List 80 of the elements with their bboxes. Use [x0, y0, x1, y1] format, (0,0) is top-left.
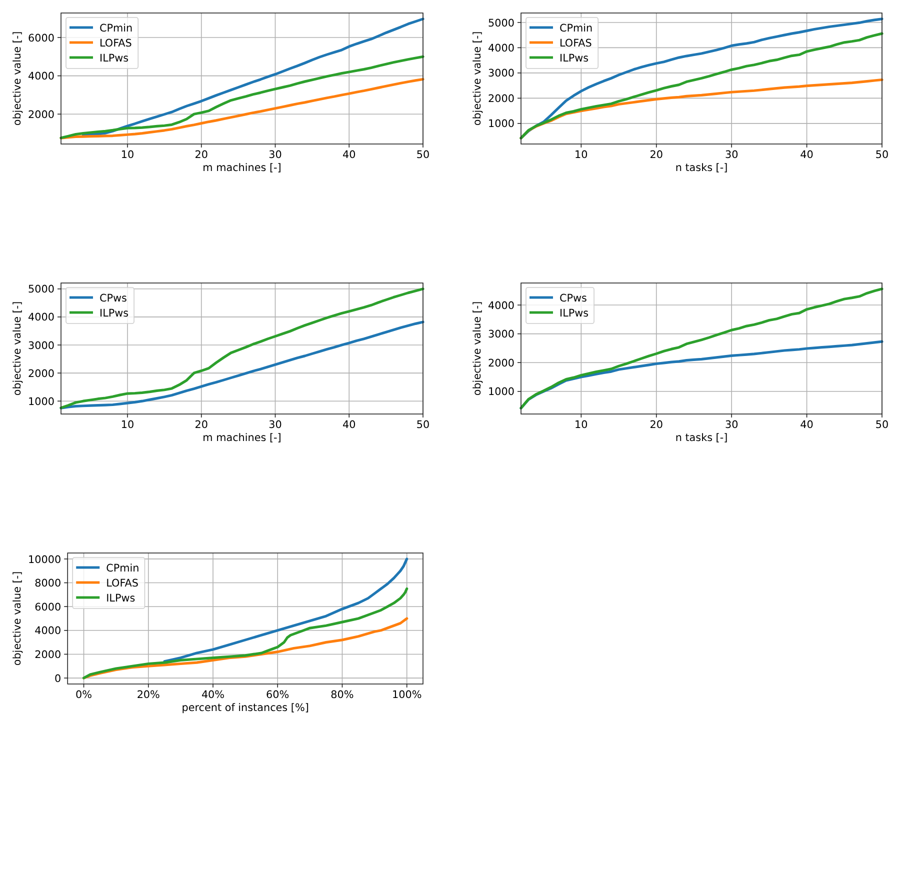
y-tick-label: 6000	[34, 601, 62, 614]
y-axis-title: objective value [-]	[12, 571, 24, 666]
x-tick-label: 20	[650, 149, 663, 161]
y-tick-label: 4000	[28, 70, 54, 83]
y-tick-label: 5000	[28, 284, 54, 296]
legend-label: CPmin	[106, 562, 140, 574]
y-tick-label: 1000	[488, 118, 514, 130]
legend-label: LOFAS	[106, 577, 139, 590]
legend-label: CPmin	[560, 22, 593, 34]
x-tick-label: 40	[800, 149, 814, 161]
y-axis-title: objective value [-]	[472, 301, 484, 396]
y-tick-label: 4000	[488, 300, 514, 312]
y-tick-label: 5000	[488, 17, 514, 30]
y-axis-title: objective value [-]	[472, 31, 484, 126]
line-series	[520, 288, 884, 410]
legend-label: ILPws	[106, 592, 136, 604]
x-tick-label: 30	[724, 419, 738, 431]
x-axis-title: n tasks [-]	[675, 162, 728, 174]
x-tick-label: 30	[268, 419, 282, 431]
x-tick-label: 10	[574, 149, 588, 161]
line-series	[60, 55, 424, 140]
x-tick-label: 50	[416, 419, 430, 431]
x-tick-label: 80%	[330, 689, 354, 701]
x-tick-label: 10	[120, 149, 134, 161]
y-tick-label: 2000	[488, 357, 514, 370]
x-tick-label: 30	[268, 149, 282, 161]
y-tick-label: 2000	[34, 649, 62, 662]
y-tick-label: 4000	[28, 312, 54, 324]
line-series	[163, 558, 408, 663]
y-tick-label: 2000	[28, 108, 54, 121]
legend-label: CPws	[100, 292, 127, 304]
legend-label: CPmin	[100, 22, 133, 34]
y-tick-label: 3000	[488, 328, 514, 341]
x-tick-label: 100%	[392, 689, 422, 701]
legend-label: CPws	[560, 292, 587, 304]
y-tick-label: 3000	[28, 340, 54, 352]
line-series	[82, 18, 424, 137]
legend-label: ILPws	[100, 52, 129, 64]
x-tick-label: 50	[416, 149, 430, 161]
x-tick-label: 40	[342, 419, 356, 431]
y-tick-label: 8000	[34, 578, 62, 590]
x-tick-label: 20%	[136, 689, 160, 701]
legend-label: LOFAS	[100, 37, 132, 50]
x-tick-label: 0%	[76, 689, 92, 701]
y-tick-label: 2000	[488, 92, 514, 105]
y-tick-label: 1000	[28, 396, 54, 408]
y-axis-title: objective value [-]	[12, 301, 24, 396]
line-series	[60, 320, 424, 410]
line-series	[82, 587, 408, 680]
legend-label: ILPws	[560, 307, 589, 320]
y-tick-label: 4000	[34, 625, 62, 638]
x-tick-label: 30	[724, 149, 738, 161]
x-tick-label: 10	[120, 419, 134, 431]
x-tick-label: 50	[875, 149, 889, 161]
x-tick-label: 50	[875, 419, 889, 431]
x-axis-title: m machines [-]	[202, 432, 282, 444]
y-tick-label: 3000	[488, 68, 514, 80]
y-tick-label: 1000	[488, 386, 514, 398]
line-series	[60, 288, 424, 410]
y-tick-label: 2000	[28, 368, 54, 380]
y-tick-label: 6000	[28, 32, 54, 44]
y-tick-label: 4000	[488, 42, 514, 55]
legend-label: ILPws	[100, 307, 129, 320]
x-tick-label: 10	[574, 419, 588, 431]
legend-label: LOFAS	[560, 37, 592, 50]
x-tick-label: 40	[342, 149, 356, 161]
x-axis-title: n tasks [-]	[675, 432, 728, 444]
x-tick-label: 40%	[201, 689, 225, 701]
legend-label: ILPws	[560, 52, 589, 64]
x-tick-label: 20	[650, 419, 663, 431]
x-axis-title: m machines [-]	[202, 162, 282, 174]
x-axis-title: percent of instances [%]	[182, 702, 309, 714]
y-tick-label: 10000	[28, 554, 62, 566]
x-tick-label: 20	[194, 149, 208, 161]
line-series	[60, 78, 424, 140]
x-tick-label: 40	[800, 419, 814, 431]
x-tick-label: 20	[194, 419, 208, 431]
y-tick-label: 0	[54, 672, 62, 685]
x-tick-label: 60%	[266, 689, 290, 701]
y-axis-title: objective value [-]	[12, 31, 24, 126]
